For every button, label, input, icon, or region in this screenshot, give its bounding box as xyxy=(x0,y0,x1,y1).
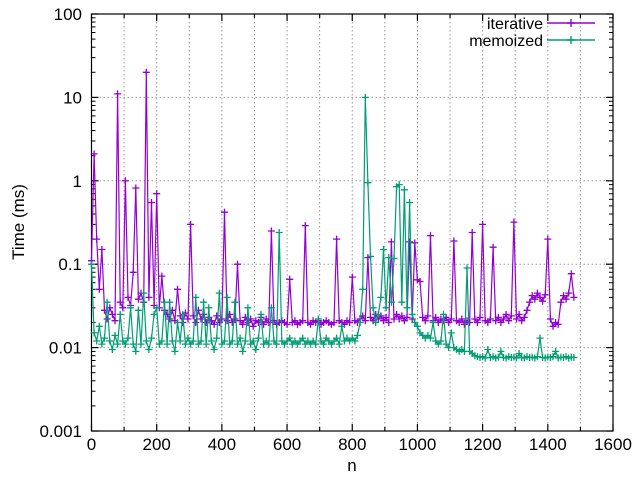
x-tick-label: 600 xyxy=(273,435,301,454)
series-line-iterative xyxy=(90,72,575,328)
legend-sample-plus-marker-iterative xyxy=(567,19,575,27)
series-markers-memoized xyxy=(88,93,578,362)
legend: iterative memoized xyxy=(469,16,595,50)
plot-border xyxy=(90,13,614,432)
y-tick-label: 0.001 xyxy=(39,422,82,441)
legend-sample-plus-marker-memoized xyxy=(567,36,575,44)
x-tick-label: 200 xyxy=(143,435,171,454)
y-tick-label: 0.1 xyxy=(58,255,82,274)
y-axis-title: Time (ms) xyxy=(9,184,28,260)
x-axis-title: n xyxy=(347,456,356,475)
series-layer xyxy=(88,68,578,362)
x-tick-label: 800 xyxy=(338,435,366,454)
x-tick-label: 400 xyxy=(208,435,236,454)
legend-label-memoized: memoized xyxy=(469,33,543,50)
x-tick-label: 0 xyxy=(87,435,96,454)
y-tick-label: 1 xyxy=(73,172,82,191)
grid-layer xyxy=(91,14,613,431)
x-tick-label: 1000 xyxy=(399,435,437,454)
label-layer: 0 200 400 600 800 1000 1200 1400 1600 0.001 0.01 0.… xyxy=(39,5,631,454)
legend-label-iterative: iterative xyxy=(487,16,543,33)
y-tick-label: 10 xyxy=(63,88,82,107)
x-tick-label: 1600 xyxy=(594,435,632,454)
y-tick-label: 100 xyxy=(54,5,82,24)
series-markers-iterative xyxy=(88,68,578,330)
y-tick-label: 0.01 xyxy=(49,339,82,358)
x-tick-label: 1400 xyxy=(529,435,567,454)
x-tick-label: 1200 xyxy=(464,435,502,454)
